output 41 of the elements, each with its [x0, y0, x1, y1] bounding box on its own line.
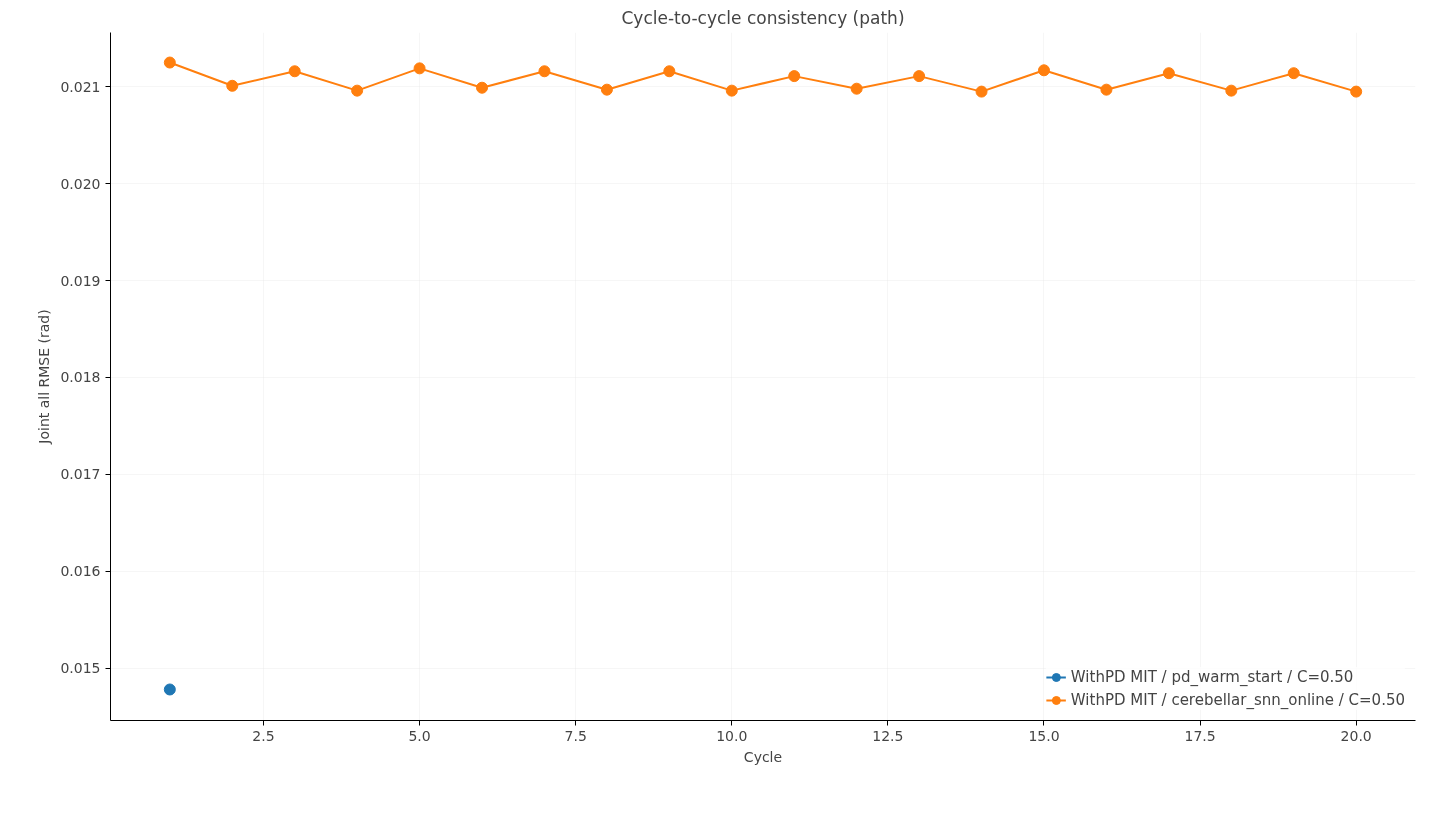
- x-tick-label: 15.0: [1028, 727, 1060, 744]
- point: [663, 65, 676, 78]
- y-axis-title: Joint all RMSE (rad): [36, 309, 53, 445]
- y-tick-label: 0.021: [60, 78, 101, 95]
- point: [351, 84, 364, 97]
- x-tick-label: 2.5: [252, 727, 275, 744]
- point: [975, 85, 988, 98]
- y-tick-label: 0.018: [60, 369, 101, 386]
- legend-label: WithPD MIT / cerebellar_snn_online / C=0.50: [1070, 691, 1405, 709]
- point: [226, 79, 239, 92]
- x-tick-label: 10.0: [716, 727, 748, 744]
- x-tick-label: 12.5: [872, 727, 904, 744]
- y-tick-label: 0.017: [60, 466, 101, 483]
- point: [538, 65, 551, 78]
- point: [163, 683, 176, 696]
- point: [1287, 67, 1300, 80]
- y-tick-label: 0.019: [60, 272, 101, 289]
- point: [725, 84, 738, 97]
- point: [1100, 83, 1113, 96]
- point: [163, 56, 176, 69]
- y-tick-label: 0.020: [60, 175, 101, 192]
- point: [850, 82, 863, 95]
- x-tick-label: 20.0: [1340, 727, 1372, 744]
- point: [1162, 67, 1175, 80]
- x-tick-label: 5.0: [408, 727, 431, 744]
- point: [413, 62, 426, 75]
- legend-label: WithPD MIT / pd_warm_start / C=0.50: [1070, 668, 1354, 686]
- point: [1350, 85, 1363, 98]
- point: [1225, 84, 1238, 97]
- point: [1037, 64, 1050, 77]
- point: [476, 81, 489, 94]
- x-tick-label: 17.5: [1184, 727, 1216, 744]
- point: [288, 65, 301, 78]
- x-axis-title: Cycle: [743, 748, 783, 765]
- point: [600, 83, 613, 96]
- point: [913, 70, 926, 83]
- y-tick-label: 0.016: [60, 563, 101, 580]
- point: [788, 70, 801, 83]
- chart-title: Cycle-to-cycle consistency (path): [621, 7, 905, 28]
- x-tick-label: 7.5: [564, 727, 587, 744]
- y-tick-label: 0.015: [60, 660, 101, 677]
